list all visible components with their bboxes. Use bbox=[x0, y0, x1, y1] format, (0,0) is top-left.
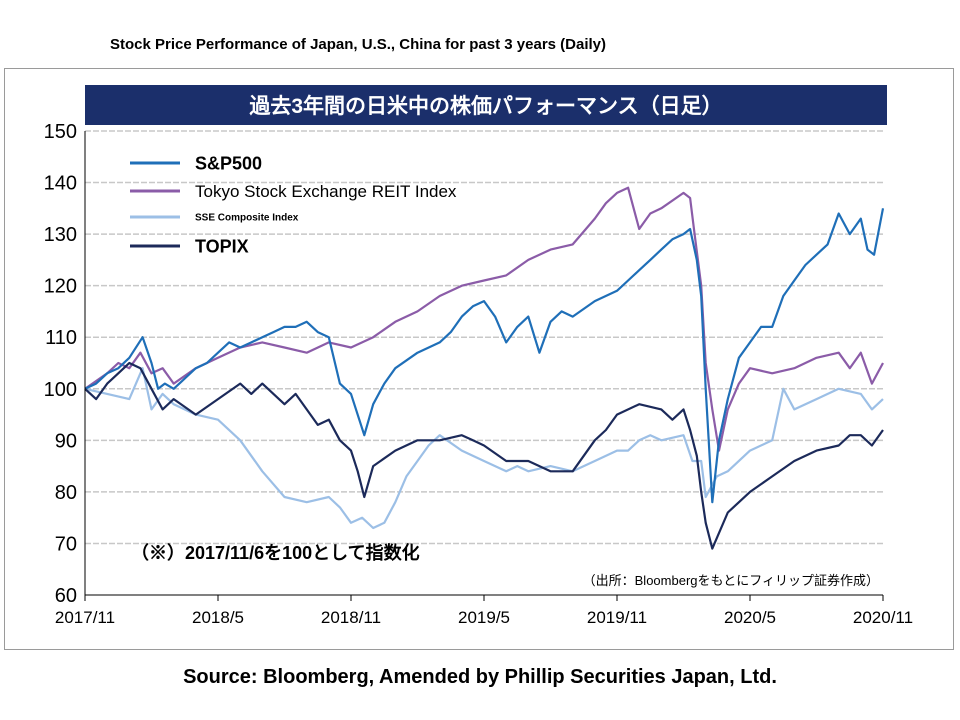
x-tick-label: 2019/11 bbox=[587, 608, 647, 627]
series-line-sse-composite-index bbox=[84, 367, 884, 530]
legend-label: TOPIX bbox=[195, 236, 249, 256]
y-tick-label: 140 bbox=[44, 173, 77, 195]
x-tick-label: 2017/11 bbox=[55, 608, 115, 627]
index-note: （※）2017/11/6を100として指数化 bbox=[131, 542, 420, 563]
series-line-topix bbox=[84, 361, 884, 550]
legend-label: S&P500 bbox=[195, 153, 262, 173]
y-tick-label: 90 bbox=[55, 430, 77, 452]
page-title: Stock Price Performance of Japan, U.S., … bbox=[110, 36, 607, 53]
series-line-s-p500 bbox=[84, 208, 885, 504]
x-tick-label: 2020/11 bbox=[853, 608, 913, 627]
legend-label: SSE Composite Index bbox=[195, 213, 299, 224]
y-tick-label: 70 bbox=[55, 533, 77, 555]
x-tick-label: 2018/11 bbox=[321, 608, 381, 627]
line-chart: 過去3年間の日米中の株価パフォーマンス（日足） 60 70 80 90 100 110 12… bbox=[44, 85, 913, 627]
y-tick-label: 120 bbox=[44, 276, 77, 298]
y-tick-label: 150 bbox=[44, 121, 77, 143]
legend-label: Tokyo Stock Exchange REIT Index bbox=[195, 182, 457, 201]
y-tick-label: 110 bbox=[45, 327, 77, 349]
y-tick-label: 60 bbox=[55, 585, 77, 607]
x-tick-label: 2019/5 bbox=[458, 608, 510, 627]
y-tick-label: 100 bbox=[44, 379, 77, 401]
chart-title-bar bbox=[85, 85, 887, 125]
axis-layer: 60 70 80 90 100 110 120 130 140 150 2017/11 2018/5 2… bbox=[44, 121, 913, 627]
series-layer bbox=[84, 186, 885, 550]
chart-frame: 過去3年間の日米中の株価パフォーマンス（日足） 60 70 80 90 100 110 12… bbox=[4, 68, 954, 650]
x-tick-label: 2018/5 bbox=[192, 608, 244, 627]
y-tick-label: 80 bbox=[55, 482, 77, 504]
source-note: （出所：Bloombergをもとにフィリップ証券作成） bbox=[583, 573, 879, 588]
legend: S&P500 Tokyo Stock Exchange REIT Index SSE… bbox=[130, 153, 457, 256]
chart-title: 過去3年間の日米中の株価パフォーマンス（日足） bbox=[249, 94, 722, 118]
series-line-tokyo-stock-exchange-reit-index bbox=[84, 186, 884, 452]
y-tick-label: 130 bbox=[44, 224, 77, 246]
x-tick-label: 2020/5 bbox=[724, 608, 776, 627]
source-credit: Source: Bloomberg, Amended by Phillip Se… bbox=[183, 666, 777, 688]
